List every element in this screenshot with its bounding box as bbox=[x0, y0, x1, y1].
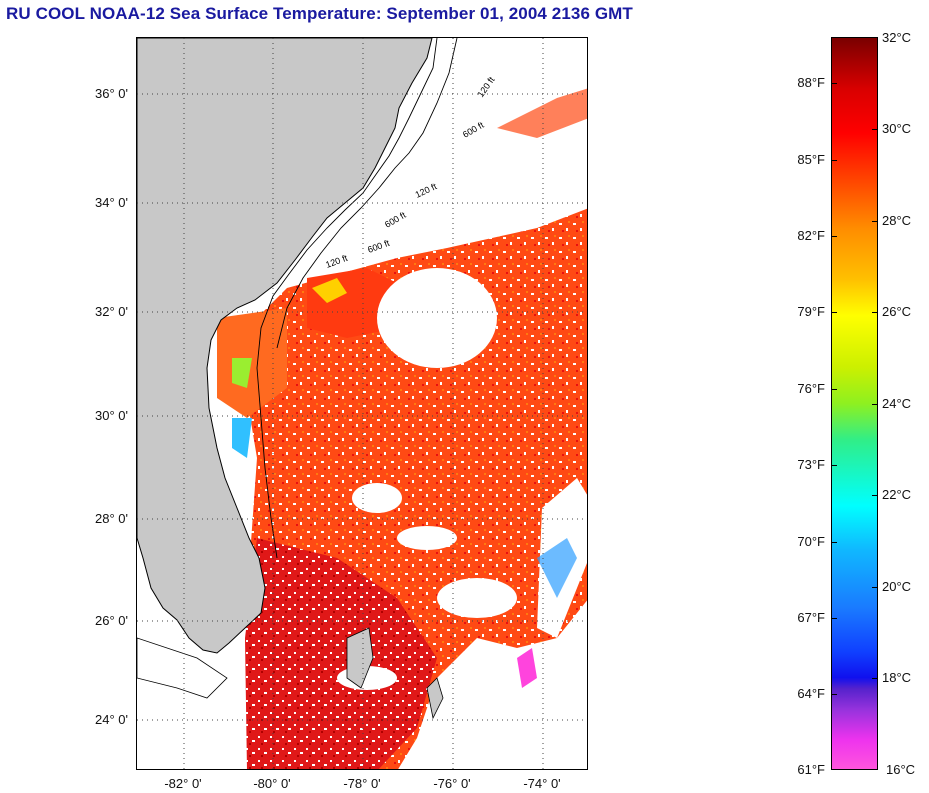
f-label-70: 70°F bbox=[797, 534, 825, 549]
c-tick bbox=[872, 404, 878, 405]
f-label-82: 82°F bbox=[797, 228, 825, 243]
lat-label-24: 24° 0' bbox=[95, 712, 128, 727]
f-label-76: 76°F bbox=[797, 381, 825, 396]
f-label-73: 73°F bbox=[797, 457, 825, 472]
f-tick bbox=[831, 236, 837, 237]
f-tick bbox=[831, 465, 837, 466]
f-label-79: 79°F bbox=[797, 304, 825, 319]
temperature-colorbar bbox=[831, 37, 878, 770]
sst-map: 120 ft 600 ft 120 ft 600 ft 120 ft 600 f… bbox=[136, 37, 588, 770]
lat-label-34: 34° 0' bbox=[95, 195, 128, 210]
f-tick bbox=[831, 83, 837, 84]
lat-label-30: 30° 0' bbox=[95, 408, 128, 423]
c-label-28: 28°C bbox=[882, 213, 912, 228]
land-mass bbox=[137, 38, 444, 720]
c-label-22: 22°C bbox=[882, 487, 912, 502]
graticule bbox=[137, 38, 587, 769]
lat-label-32: 32° 0' bbox=[95, 304, 128, 319]
c-tick bbox=[872, 587, 878, 588]
c-tick bbox=[872, 495, 878, 496]
contour-label-2: 600 ft bbox=[461, 120, 486, 140]
c-label-16: 16°C bbox=[886, 762, 916, 777]
c-label-24: 24°C bbox=[882, 396, 912, 411]
c-label-20: 20°C bbox=[882, 579, 912, 594]
sst-field bbox=[217, 88, 587, 769]
f-tick bbox=[831, 542, 837, 543]
contour-label-5: 120 ft bbox=[324, 253, 349, 270]
lon-label-76: -76° 0' bbox=[433, 776, 471, 791]
c-tick bbox=[872, 129, 878, 130]
c-label-30: 30°C bbox=[882, 121, 912, 136]
contour-label-1: 120 ft bbox=[475, 75, 496, 100]
f-label-61: 61°F bbox=[797, 762, 825, 777]
f-tick bbox=[831, 618, 837, 619]
sst-map-graphic: 120 ft 600 ft 120 ft 600 ft 120 ft 600 f… bbox=[137, 38, 587, 769]
lon-label-80: -80° 0' bbox=[253, 776, 291, 791]
c-label-32: 32°C bbox=[882, 30, 912, 45]
f-tick bbox=[831, 694, 837, 695]
f-tick bbox=[831, 389, 837, 390]
c-label-18: 18°C bbox=[882, 670, 912, 685]
bathymetry-contours bbox=[256, 38, 458, 559]
f-label-85: 85°F bbox=[797, 152, 825, 167]
f-tick bbox=[831, 312, 837, 313]
f-label-67: 67°F bbox=[797, 610, 825, 625]
f-tick bbox=[831, 160, 837, 161]
c-tick bbox=[872, 678, 878, 679]
lon-label-78: -78° 0' bbox=[343, 776, 381, 791]
lon-label-82: -82° 0' bbox=[164, 776, 202, 791]
map-title: RU COOL NOAA-12 Sea Surface Temperature:… bbox=[6, 4, 633, 23]
f-label-88: 88°F bbox=[797, 75, 825, 90]
lon-label-74: -74° 0' bbox=[523, 776, 561, 791]
c-tick bbox=[872, 221, 878, 222]
c-label-26: 26°C bbox=[882, 304, 912, 319]
lat-label-28: 28° 0' bbox=[95, 511, 128, 526]
lat-label-26: 26° 0' bbox=[95, 613, 128, 628]
c-tick bbox=[872, 312, 878, 313]
f-label-64: 64°F bbox=[797, 686, 825, 701]
lat-label-36: 36° 0' bbox=[95, 86, 128, 101]
